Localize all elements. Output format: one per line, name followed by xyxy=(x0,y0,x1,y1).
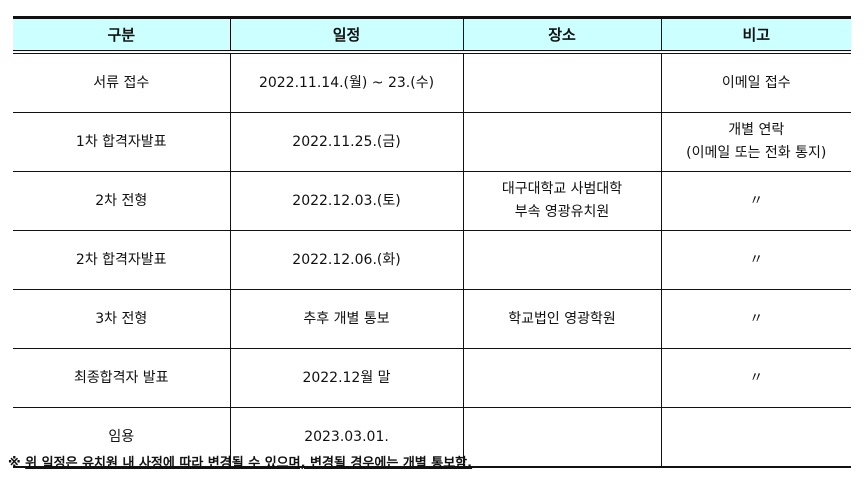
cell-note: 〃 xyxy=(660,348,851,408)
cell-place xyxy=(462,407,661,468)
cell-note: 이메일 접수 xyxy=(660,52,851,113)
cell-category: 2차 합격자발표 xyxy=(13,230,230,290)
cell-place xyxy=(462,112,661,172)
cell-place xyxy=(462,52,661,113)
header-row: 구분 일정 장소 비고 xyxy=(13,16,851,54)
header-place: 장소 xyxy=(462,16,661,54)
cell-note: 〃 xyxy=(660,171,851,231)
cell-place: 대구대학교 사범대학 부속 영광유치원 xyxy=(462,171,661,231)
cell-note xyxy=(660,407,851,468)
table-row: 3차 전형 추후 개별 통보 학교법인 영광학원 〃 xyxy=(13,289,851,349)
cell-category: 1차 합격자발표 xyxy=(13,112,230,172)
header-note: 비고 xyxy=(660,16,851,54)
cell-place xyxy=(462,348,661,408)
table-row: 최종합격자 발표 2022.12월 말 〃 xyxy=(13,348,851,408)
footnote: ※ 위 일정은 유치원 내 사정에 따라 변경될 수 있으며, 변경될 경우에는… xyxy=(8,452,472,471)
cell-note: 〃 xyxy=(660,289,851,349)
cell-schedule: 2022.11.25.(금) xyxy=(229,112,463,172)
cell-category: 3차 전형 xyxy=(13,289,230,349)
cell-schedule: 추후 개별 통보 xyxy=(229,289,463,349)
cell-schedule: 2022.12월 말 xyxy=(229,348,463,408)
table-row: 임용 2023.03.01. xyxy=(13,407,851,468)
cell-schedule: 2022.12.06.(화) xyxy=(229,230,463,290)
table-row: 2차 전형 2022.12.03.(토) 대구대학교 사범대학 부속 영광유치원 〃 xyxy=(13,171,851,231)
cell-category: 서류 접수 xyxy=(13,52,230,113)
table-row: 서류 접수 2022.11.14.(월) ~ 23.(수) 이메일 접수 xyxy=(13,52,851,113)
cell-note: 〃 xyxy=(660,230,851,290)
cell-schedule: 2023.03.01. xyxy=(229,407,463,468)
cell-category: 임용 xyxy=(13,407,230,468)
schedule-table: 구분 일정 장소 비고 서류 접수 2022.11.14.(월) ~ 23.(수)… xyxy=(13,16,851,468)
cell-schedule: 2022.12.03.(토) xyxy=(229,171,463,231)
footnote-text: 위 일정은 유치원 내 사정에 따라 변경될 수 있으며, 변경될 경우에는 개… xyxy=(25,456,473,471)
cell-schedule: 2022.11.14.(월) ~ 23.(수) xyxy=(229,52,463,113)
table-row: 1차 합격자발표 2022.11.25.(금) 개별 연락 (이메일 또는 전화 통지… xyxy=(13,112,851,172)
header-schedule: 일정 xyxy=(229,16,463,54)
cell-category: 2차 전형 xyxy=(13,171,230,231)
footnote-mark: ※ xyxy=(8,456,21,471)
cell-place xyxy=(462,230,661,290)
cell-note: 개별 연락 (이메일 또는 전화 통지) xyxy=(660,112,851,172)
header-category: 구분 xyxy=(13,16,230,54)
cell-place: 학교법인 영광학원 xyxy=(462,289,661,349)
table-row: 2차 합격자발표 2022.12.06.(화) 〃 xyxy=(13,230,851,290)
cell-category: 최종합격자 발표 xyxy=(13,348,230,408)
